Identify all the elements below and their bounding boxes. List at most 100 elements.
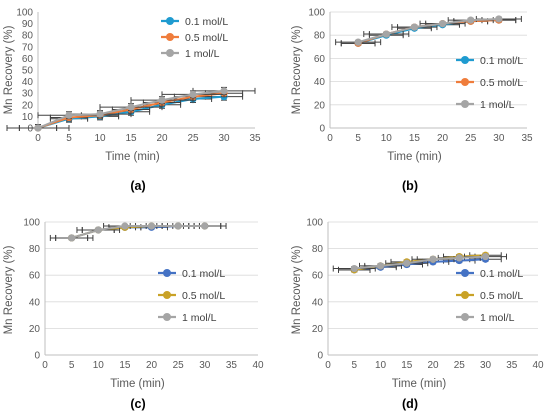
- data-point: [410, 23, 419, 31]
- y-tick-label: 30: [22, 89, 34, 100]
- legend-label: 1 mol/L: [185, 48, 220, 60]
- x-tick-label: 35: [226, 360, 238, 371]
- x-tick-label: 30: [199, 360, 211, 371]
- x-tick-label: 15: [119, 360, 131, 371]
- legend-label: 0.1 mol/L: [480, 55, 523, 67]
- data-point: [127, 103, 135, 111]
- legend-swatch-marker: [461, 100, 469, 108]
- series-3: [335, 15, 522, 46]
- y-axis-title: Mn Recovery (%): [291, 25, 303, 114]
- y-tick-label: 70: [22, 42, 34, 53]
- data-point: [174, 222, 182, 230]
- data-point: [350, 264, 358, 273]
- x-tick-label: 5: [355, 133, 361, 144]
- legend-label: 1 mol/L: [480, 312, 515, 324]
- y-tick-label: 100: [306, 218, 323, 229]
- series-3: [6, 86, 256, 132]
- series-3: [332, 252, 507, 273]
- data-point: [189, 90, 197, 98]
- y-tick-label: 40: [314, 77, 326, 88]
- y-tick-label: 100: [23, 218, 40, 229]
- panel-label: (d): [402, 397, 418, 411]
- y-tick-label: 80: [312, 244, 324, 255]
- y-tick-label: 60: [29, 271, 41, 282]
- x-axis-title: Time (min): [387, 151, 442, 163]
- x-axis-title: Time (min): [105, 151, 160, 163]
- data-point: [438, 20, 447, 28]
- x-tick-label: 25: [454, 360, 466, 371]
- series-line: [357, 17, 499, 44]
- data-point: [429, 255, 437, 263]
- x-tick-label: 15: [401, 360, 413, 371]
- x-tick-label: 0: [327, 133, 333, 144]
- x-tick-label: 10: [93, 360, 105, 371]
- chart-panel-1: 0 5 10 15 20 25 30 350102030405060708090100Time…: [3, 8, 261, 194]
- y-tick-label: 100: [308, 8, 325, 19]
- legend-label: 1 mol/L: [182, 312, 217, 324]
- legend-label: 1 mol/L: [480, 99, 515, 111]
- data-point: [94, 226, 102, 234]
- x-tick-label: 40: [252, 360, 264, 371]
- x-tick-label: 0: [42, 360, 48, 371]
- panel-label: (a): [130, 179, 145, 193]
- data-point: [220, 87, 228, 95]
- legend-swatch-marker: [461, 56, 469, 64]
- x-tick-label: 30: [493, 133, 505, 144]
- data-point: [376, 262, 385, 270]
- y-tick-label: 20: [29, 324, 41, 335]
- x-tick-label: 10: [375, 360, 387, 371]
- data-point: [158, 96, 166, 104]
- legend-swatch-marker: [461, 313, 469, 321]
- x-tick-label: 30: [480, 360, 492, 371]
- data-point: [455, 254, 463, 262]
- data-point: [68, 234, 76, 242]
- x-tick-label: 25: [173, 360, 185, 371]
- legend-swatch-marker: [461, 291, 469, 299]
- data-point: [354, 38, 362, 46]
- y-tick-label: 60: [312, 271, 324, 282]
- y-tick-label: 60: [314, 54, 326, 65]
- x-tick-label: 40: [532, 360, 544, 371]
- legend-swatch-marker: [461, 78, 469, 86]
- legend-swatch-marker: [163, 269, 171, 277]
- x-axis-title: Time (min): [392, 378, 447, 390]
- chart-panel-4: 0 5 10 15 20 25 30 35 40 0 20 40 60 80 100 Time (min) Mn…: [291, 218, 544, 412]
- legend-label: 0.5 mol/L: [185, 32, 228, 44]
- legend-label: 0.1 mol/L: [480, 268, 523, 280]
- legend-swatch-marker: [163, 313, 171, 321]
- y-tick-label: 20: [312, 324, 324, 335]
- data-point: [121, 222, 129, 230]
- legend-label: 0.5 mol/L: [182, 290, 225, 302]
- y-tick-label: 10: [22, 112, 34, 123]
- x-tick-label: 25: [465, 133, 477, 144]
- data-point: [201, 222, 209, 230]
- x-tick-label: 35: [249, 133, 261, 144]
- chart-panel-2: 0 5 10 15 20 25 30 35 0 20 40 60 80 100 Time (min) Mn R…: [291, 8, 533, 194]
- data-point: [65, 111, 73, 119]
- y-tick-label: 80: [22, 31, 34, 42]
- legend-swatch-marker: [166, 49, 174, 57]
- data-point: [481, 252, 490, 261]
- x-tick-label: 5: [66, 133, 72, 144]
- data-point: [96, 110, 104, 118]
- series-line: [71, 224, 205, 239]
- chart-panel-3: 0 5 10 15 20 25 30 35 40 0 20 40 60 80 100 Time (min) Mn…: [3, 218, 264, 412]
- y-tick-label: 0: [34, 351, 40, 362]
- panel-label: (c): [130, 397, 145, 411]
- y-axis-title: Mn Recovery (%): [3, 245, 15, 334]
- data-point: [382, 30, 390, 38]
- y-tick-label: 50: [22, 66, 34, 77]
- x-tick-label: 5: [69, 360, 75, 371]
- data-point: [467, 16, 475, 24]
- x-tick-label: 35: [521, 133, 533, 144]
- data-point: [147, 222, 156, 230]
- y-tick-label: 20: [314, 100, 326, 111]
- y-tick-label: 80: [29, 244, 41, 255]
- legend-swatch-marker: [163, 291, 171, 299]
- x-tick-label: 25: [187, 133, 199, 144]
- x-tick-label: 20: [427, 360, 439, 371]
- x-tick-label: 0: [35, 133, 41, 144]
- series-line: [354, 255, 486, 270]
- legend-label: 0.1 mol/L: [182, 268, 225, 280]
